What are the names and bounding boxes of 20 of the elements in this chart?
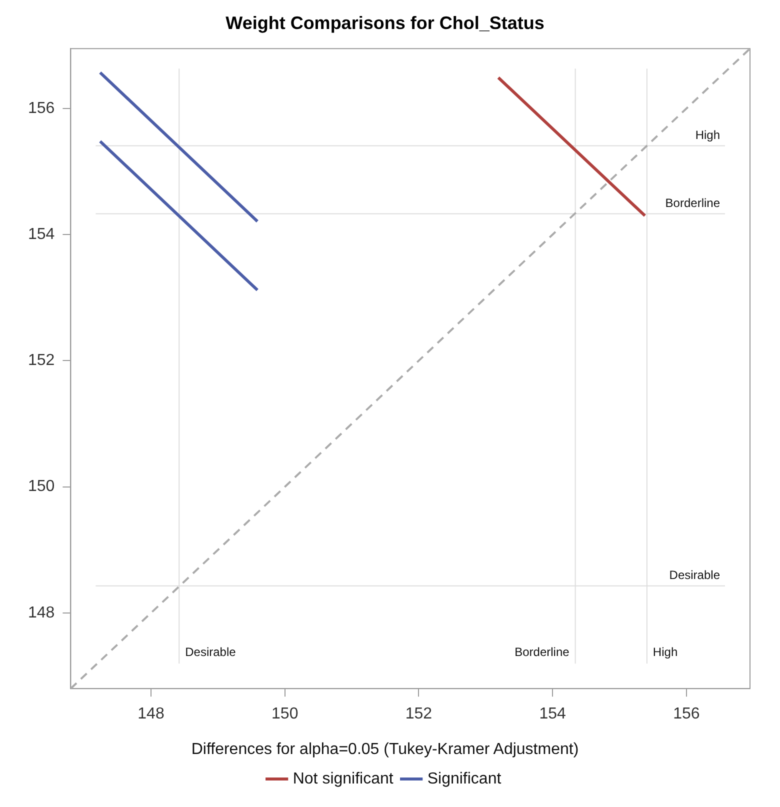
- ref-line-label: Desirable: [669, 568, 720, 582]
- x-tick-label: 154: [539, 706, 566, 723]
- chart-title: Weight Comparisons for Chol_Status: [226, 12, 544, 33]
- ref-line-label: High: [652, 644, 678, 659]
- x-tick-label: 156: [673, 706, 700, 723]
- x-tick-label: 152: [405, 706, 432, 723]
- legend-label: Significant: [427, 770, 502, 788]
- y-tick-label: 154: [28, 226, 55, 244]
- y-tick-label: 150: [28, 478, 55, 496]
- y-tick-label: 148: [28, 604, 55, 622]
- ref-line-label: Borderline: [665, 196, 720, 210]
- ref-line-label: High: [695, 128, 720, 142]
- x-tick-label: 150: [272, 706, 298, 723]
- y-tick-label: 152: [28, 352, 55, 370]
- ref-line-label: Desirable: [185, 644, 236, 659]
- x-tick-label: 148: [138, 706, 164, 723]
- y-tick-label: 156: [28, 100, 55, 117]
- legend-label: Not significant: [292, 770, 394, 788]
- legend-title: Differences for alpha=0.05 (Tukey-Kramer Adjustment): [191, 741, 579, 758]
- ref-line-label: Borderline: [514, 644, 570, 659]
